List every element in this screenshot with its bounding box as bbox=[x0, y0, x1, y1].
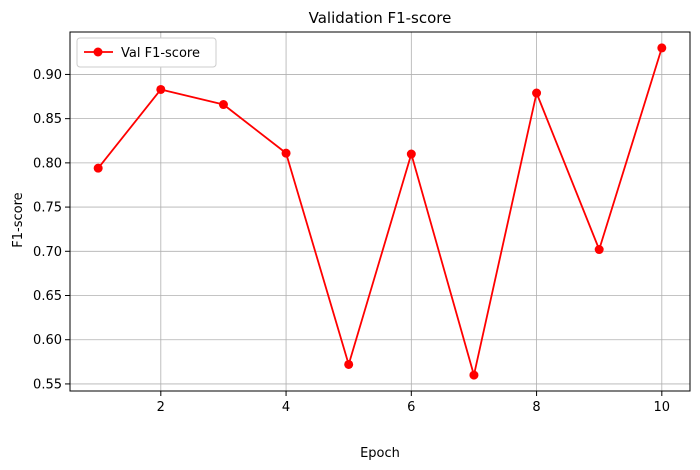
x-tick-label: 8 bbox=[532, 400, 540, 415]
y-tick-label: 0.75 bbox=[33, 201, 62, 216]
data-point bbox=[218, 100, 228, 110]
data-point bbox=[469, 370, 479, 380]
x-tick-label: 4 bbox=[282, 400, 290, 415]
data-point bbox=[281, 148, 291, 158]
x-axis: 2 4 6 8 10 bbox=[157, 391, 670, 415]
data-point bbox=[657, 43, 667, 53]
x-tick-label: 6 bbox=[407, 400, 415, 415]
series-line bbox=[97, 47, 663, 376]
data-point bbox=[532, 88, 542, 98]
legend-label: Val F1-score bbox=[121, 46, 200, 61]
y-tick-label: 0.65 bbox=[33, 289, 62, 304]
data-point bbox=[344, 359, 354, 369]
y-tick-label: 0.85 bbox=[33, 112, 62, 127]
chart-title: Validation F1-score bbox=[309, 9, 452, 27]
data-point bbox=[406, 149, 416, 159]
x-tick-label: 2 bbox=[157, 400, 165, 415]
data-point bbox=[93, 163, 103, 173]
plot-area bbox=[69, 31, 691, 392]
legend-box bbox=[76, 37, 217, 68]
data-point bbox=[594, 245, 604, 255]
legend-marker bbox=[93, 47, 103, 57]
y-tick-label: 0.80 bbox=[33, 156, 62, 171]
data-point bbox=[156, 84, 166, 94]
y-tick-label: 0.90 bbox=[33, 68, 62, 83]
x-axis-label: Epoch bbox=[360, 446, 400, 461]
grid bbox=[70, 32, 690, 391]
series bbox=[93, 43, 667, 380]
y-tick-label: 0.60 bbox=[33, 333, 62, 348]
y-axis: 0.55 0.60 0.65 0.70 0.75 0.80 0.85 0.90 bbox=[33, 68, 70, 392]
y-tick-label: 0.70 bbox=[33, 245, 62, 260]
y-axis-label: F1-score bbox=[11, 192, 26, 247]
legend: Val F1-score bbox=[76, 37, 217, 68]
y-tick-label: 0.55 bbox=[33, 377, 62, 392]
x-tick-label: 10 bbox=[654, 400, 671, 415]
